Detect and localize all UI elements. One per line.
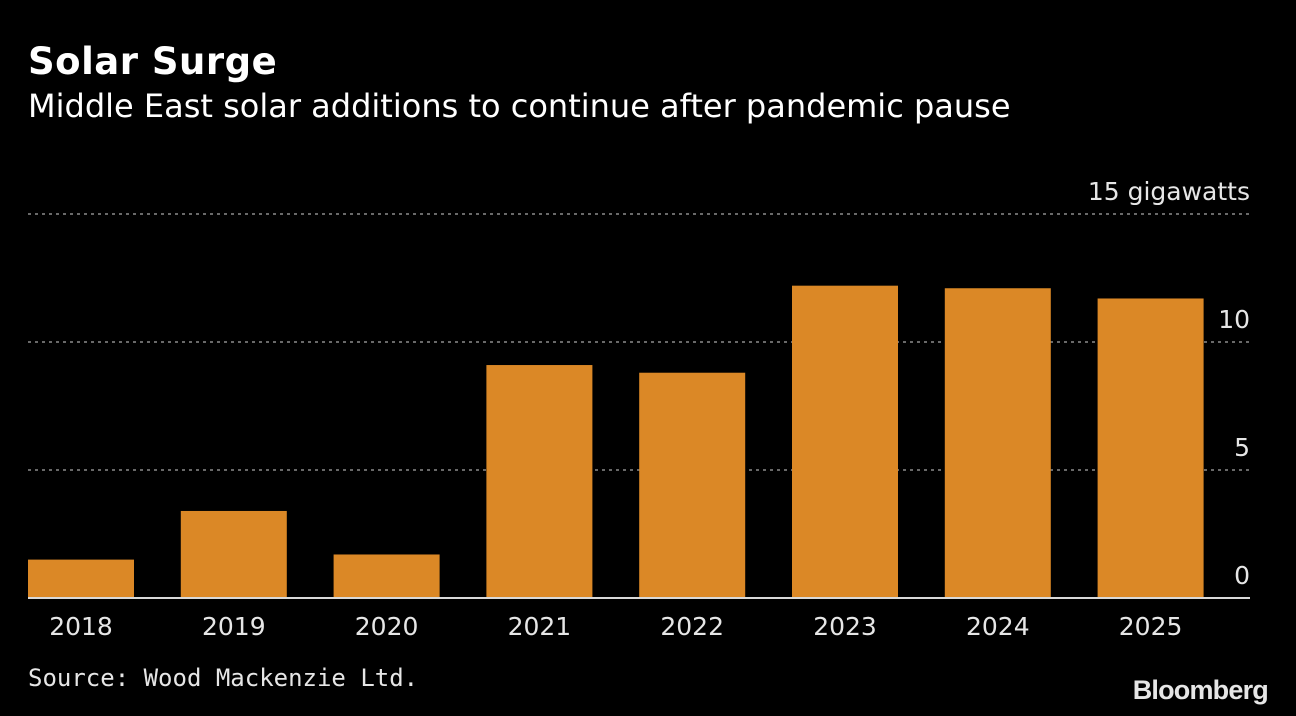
bar [486,365,593,598]
x-tick-label: 2019 [202,612,266,641]
x-tick-label: 2018 [49,612,113,641]
y-tick-label: 15 gigawatts [1088,177,1250,206]
y-tick-label: 10 [1218,305,1250,334]
bar [333,554,440,598]
bar [1097,298,1204,598]
x-tick-label: 2020 [355,612,419,641]
bar [28,559,134,598]
bar [180,510,287,598]
bar [944,288,1051,598]
y-tick-label: 5 [1234,433,1250,462]
x-tick-label: 2025 [1119,612,1183,641]
x-tick-label: 2021 [508,612,572,641]
source-note: Source: Wood Mackenzie Ltd. [28,664,419,692]
x-tick-label: 2022 [660,612,724,641]
y-tick-label: 0 [1234,561,1250,590]
chart-subtitle: Middle East solar additions to continue … [28,87,1011,125]
x-tick-label: 2023 [813,612,877,641]
bloomberg-logo: Bloomberg [1132,675,1269,705]
x-tick-label: 2024 [966,612,1030,641]
bar [639,372,746,598]
bar [792,285,898,598]
chart-title: Solar Surge [28,40,278,83]
